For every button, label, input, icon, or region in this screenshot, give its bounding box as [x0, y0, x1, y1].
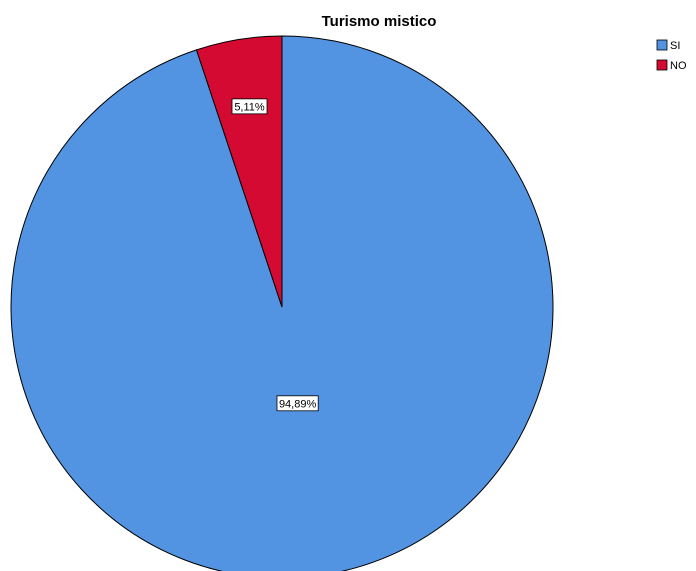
legend-swatch-si: [656, 39, 668, 51]
legend-swatch-no: [656, 59, 668, 71]
data-label-si: 94,89%: [276, 395, 319, 412]
legend-label-no: NO: [670, 60, 687, 72]
legend: SI NO: [656, 39, 687, 72]
data-label-text: 94,89%: [279, 398, 317, 410]
legend-label-si: SI: [670, 40, 680, 52]
legend-item-no: NO: [656, 59, 687, 72]
data-label-text: 5,11%: [234, 101, 265, 113]
pie-data-labels: 94,89% 5,11%: [231, 98, 319, 412]
data-label-box: [231, 98, 268, 115]
data-label-no: 5,11%: [231, 98, 268, 115]
data-label-box: [276, 395, 319, 412]
legend-item-si: SI: [656, 39, 680, 52]
pie-slices: [10, 35, 554, 571]
chart-title: Turismo mistico: [322, 13, 437, 30]
